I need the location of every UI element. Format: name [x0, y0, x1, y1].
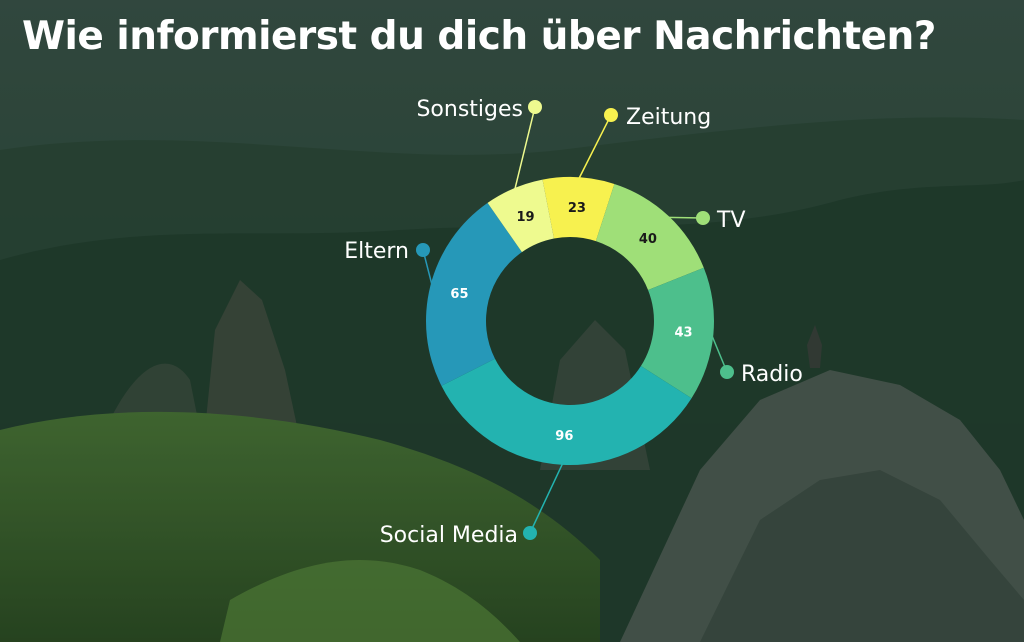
slice-radio	[640, 267, 714, 399]
slice-sonstiges	[487, 179, 554, 253]
slice-eltern	[426, 202, 522, 386]
value-label-zeitung: 23	[568, 201, 586, 216]
category-label-tv: TV	[716, 208, 746, 233]
leader-dot-eltern	[416, 243, 430, 257]
leader-dot-sonstiges	[528, 100, 542, 114]
slice-tv	[595, 184, 704, 290]
value-label-eltern: 65	[450, 287, 468, 302]
value-label-tv: 40	[639, 232, 657, 247]
category-label-sonstiges: Sonstiges	[416, 97, 523, 122]
category-label-social-media: Social Media	[380, 523, 518, 548]
leader-dot-tv	[696, 211, 710, 225]
slice-social-media	[441, 358, 692, 465]
leader-line-sonstiges	[513, 106, 536, 191]
slice-zeitung	[542, 176, 615, 242]
value-label-radio: 43	[674, 326, 692, 341]
category-label-radio: Radio	[741, 362, 803, 387]
value-label-social-media: 96	[555, 429, 573, 444]
leader-dot-zeitung	[604, 108, 618, 122]
category-label-eltern: Eltern	[344, 239, 409, 264]
category-label-zeitung: Zeitung	[626, 105, 711, 130]
leader-line-social-media	[529, 462, 564, 534]
leader-line-zeitung	[577, 114, 612, 180]
value-label-sonstiges: 19	[516, 210, 534, 225]
leader-dot-social-media	[523, 526, 537, 540]
chart-title: Wie informierst du dich über Nachrichten…	[22, 14, 936, 59]
leader-dot-radio	[720, 365, 734, 379]
